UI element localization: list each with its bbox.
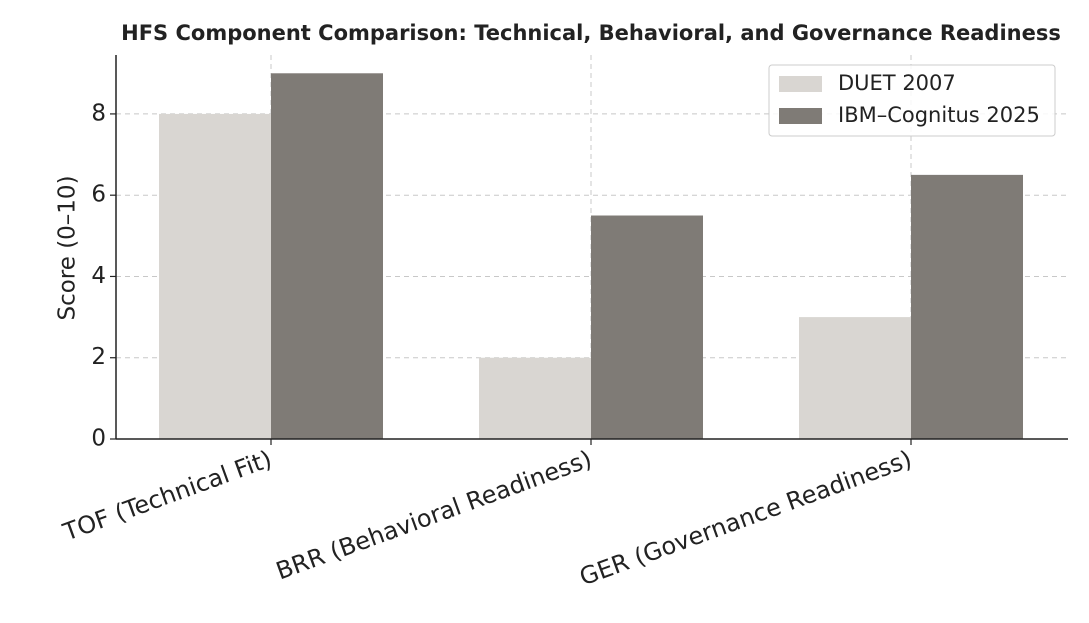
bar [271,73,383,440]
x-tick-label: BRR (Behavioral Readiness) [272,445,595,585]
bar [799,317,911,439]
y-axis-label: Score (0–10) [55,175,81,320]
x-tick-label: GER (Governance Readiness) [576,445,916,591]
legend-label: DUET 2007 [838,71,956,95]
bar [591,215,703,439]
bar [911,174,1023,439]
y-tick-label: 0 [91,426,106,452]
y-tick-label: 2 [91,344,106,370]
chart-title: HFS Component Comparison: Technical, Beh… [121,21,1061,45]
y-tick-label: 6 [91,182,106,208]
bar [159,113,271,440]
x-tick-label: TOF (Technical Fit) [58,445,275,547]
legend-swatch [779,76,822,92]
legend-swatch [779,108,822,124]
y-tick-label: 4 [91,263,106,289]
legend: DUET 2007 IBM–Cognitus 2025 [768,64,1056,137]
y-tick-label: 8 [91,100,106,126]
bar [479,357,591,439]
legend-label: IBM–Cognitus 2025 [838,103,1040,127]
legend-box [768,64,1056,137]
